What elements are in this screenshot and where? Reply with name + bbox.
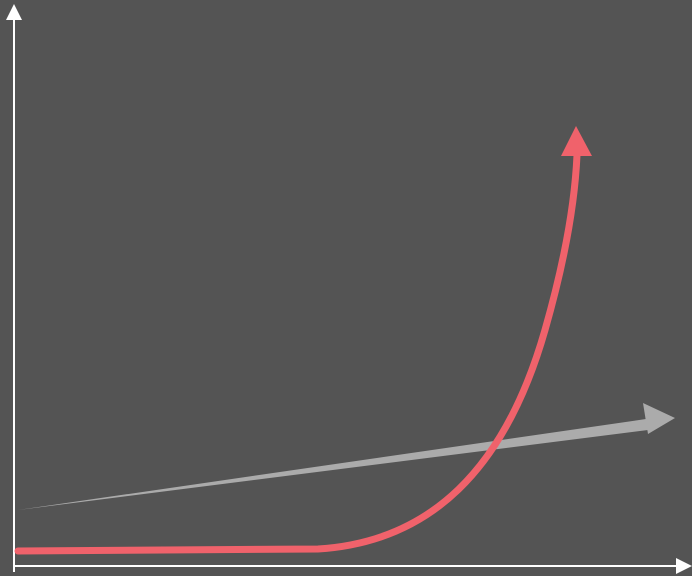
linear-growth-arrowhead bbox=[643, 403, 675, 434]
exponential-growth-curve bbox=[14, 151, 581, 555]
y-axis-arrowhead bbox=[6, 4, 22, 20]
exponential-growth-arrowhead bbox=[561, 126, 592, 156]
x-axis-arrowhead bbox=[676, 558, 692, 574]
linear-growth-arrow-shaft bbox=[18, 419, 648, 510]
